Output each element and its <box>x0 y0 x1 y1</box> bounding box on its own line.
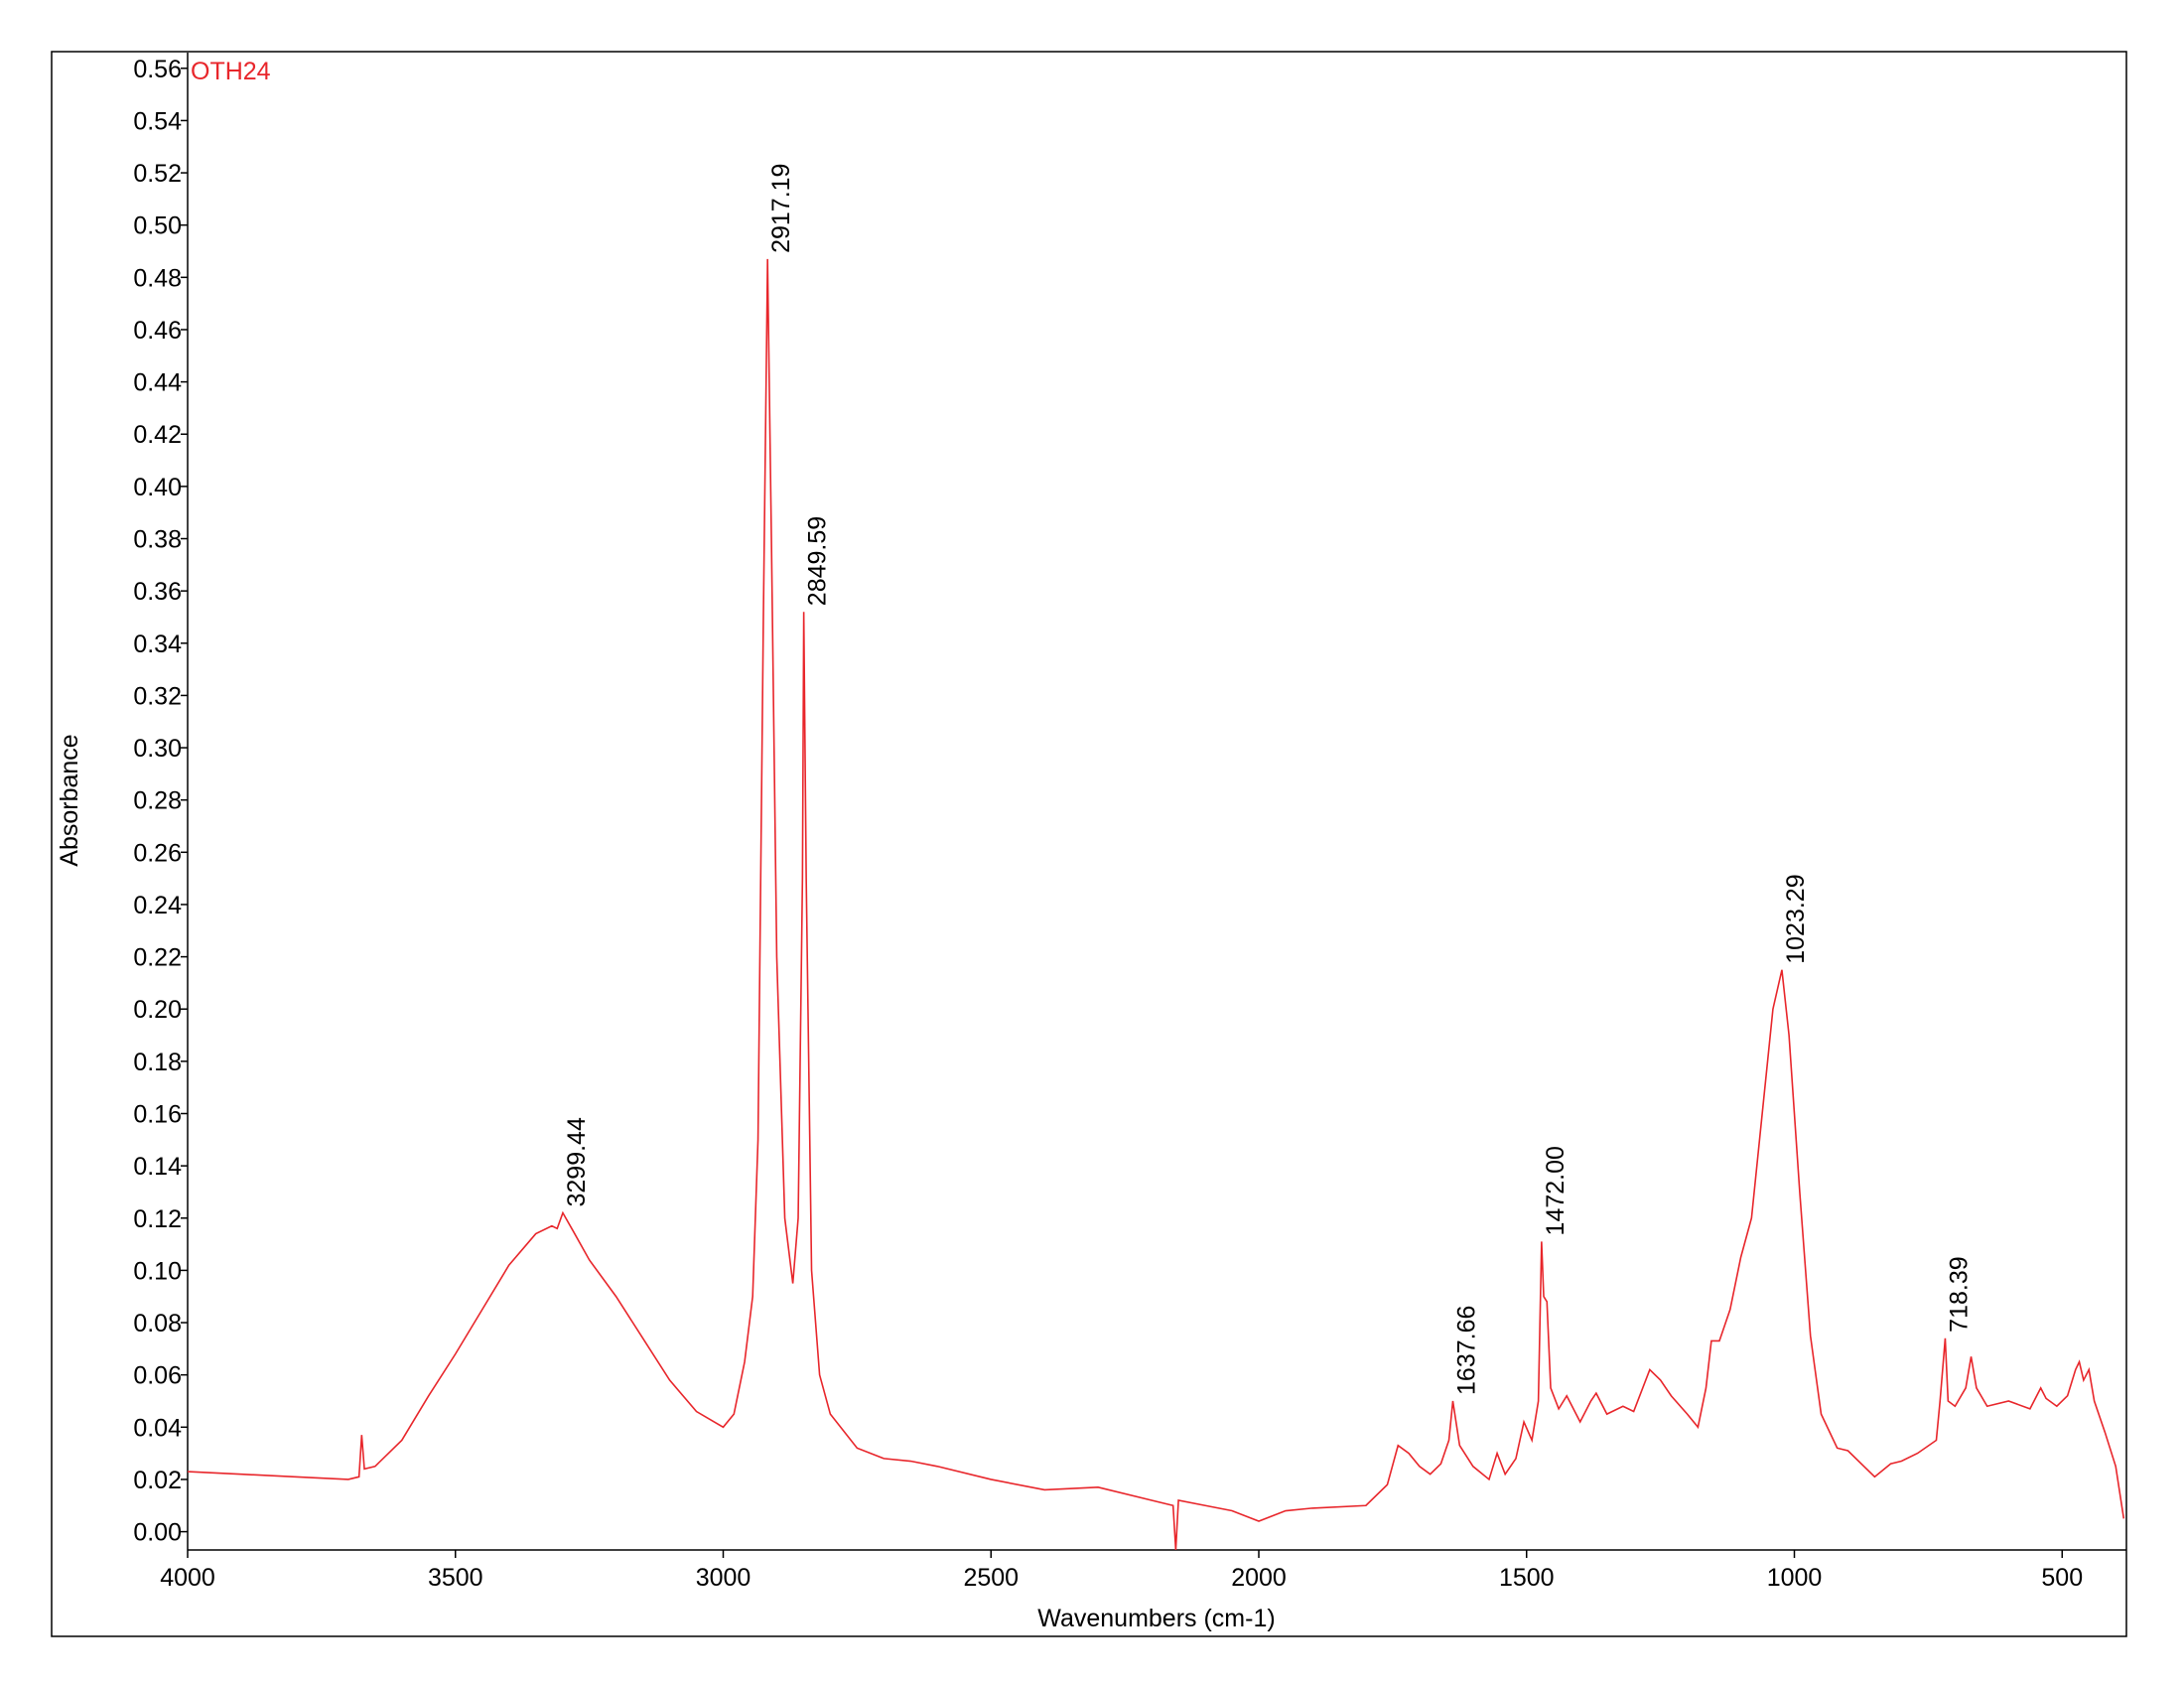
x-axis-label: Wavenumbers (cm-1) <box>1037 1605 1275 1632</box>
y-tick-label: 0.42 <box>133 421 182 449</box>
y-axis-label: Absorbance <box>56 734 83 866</box>
x-tick-label: 2000 <box>1231 1564 1287 1592</box>
y-tick-label: 0.24 <box>133 892 182 919</box>
x-tick-label: 500 <box>2041 1564 2083 1592</box>
peak-label: 1472.00 <box>1542 1146 1570 1235</box>
y-tick-label: 0.14 <box>133 1153 182 1181</box>
y-tick-label: 0.48 <box>133 264 182 292</box>
y-tick-label: 0.54 <box>133 107 182 135</box>
y-tick-label: 0.30 <box>133 735 182 763</box>
y-tick-label: 0.38 <box>133 526 182 554</box>
y-tick-label: 0.34 <box>133 631 182 658</box>
legend-label: OTH24 <box>191 58 271 85</box>
y-tick-label: 0.00 <box>133 1519 182 1547</box>
y-tick-label: 0.36 <box>133 578 182 606</box>
y-tick-label: 0.50 <box>133 212 182 240</box>
peak-label: 1023.29 <box>1782 874 1810 963</box>
y-tick-label: 0.22 <box>133 944 182 972</box>
spectrum-line <box>187 258 2125 1551</box>
peak-label: 3299.44 <box>563 1117 591 1206</box>
y-tick-label: 0.46 <box>133 317 182 345</box>
frame <box>51 51 2127 1637</box>
peak-label: 1637.66 <box>1452 1306 1480 1395</box>
y-tick-label: 0.56 <box>133 56 182 83</box>
peak-label: 2917.19 <box>767 164 795 253</box>
y-tick-label: 0.16 <box>133 1100 182 1128</box>
x-tick-label: 3500 <box>428 1564 483 1592</box>
y-tick-label: 0.44 <box>133 369 182 397</box>
y-tick-label: 0.08 <box>133 1310 182 1337</box>
y-tick-label: 0.26 <box>133 839 182 867</box>
y-tick-label: 0.12 <box>133 1205 182 1233</box>
peak-label: 718.39 <box>1945 1256 1973 1332</box>
y-tick-label: 0.40 <box>133 474 182 501</box>
y-tick-label: 0.20 <box>133 996 182 1024</box>
peak-label: 2849.59 <box>804 516 832 606</box>
y-tick-label: 0.02 <box>133 1467 182 1494</box>
y-tick-label: 0.04 <box>133 1414 182 1442</box>
y-tick-label: 0.18 <box>133 1049 182 1076</box>
y-tick-label: 0.52 <box>133 160 182 188</box>
y-tick-label: 0.06 <box>133 1362 182 1390</box>
x-tick-label: 1500 <box>1499 1564 1555 1592</box>
y-tick-label: 0.32 <box>133 682 182 710</box>
x-tick-label: 3000 <box>696 1564 751 1592</box>
x-tick-label: 4000 <box>160 1564 215 1592</box>
x-tick-label: 1000 <box>1767 1564 1823 1592</box>
y-tick-label: 0.10 <box>133 1257 182 1285</box>
y-tick-label: 0.28 <box>133 787 182 815</box>
x-tick-label: 2500 <box>963 1564 1019 1592</box>
